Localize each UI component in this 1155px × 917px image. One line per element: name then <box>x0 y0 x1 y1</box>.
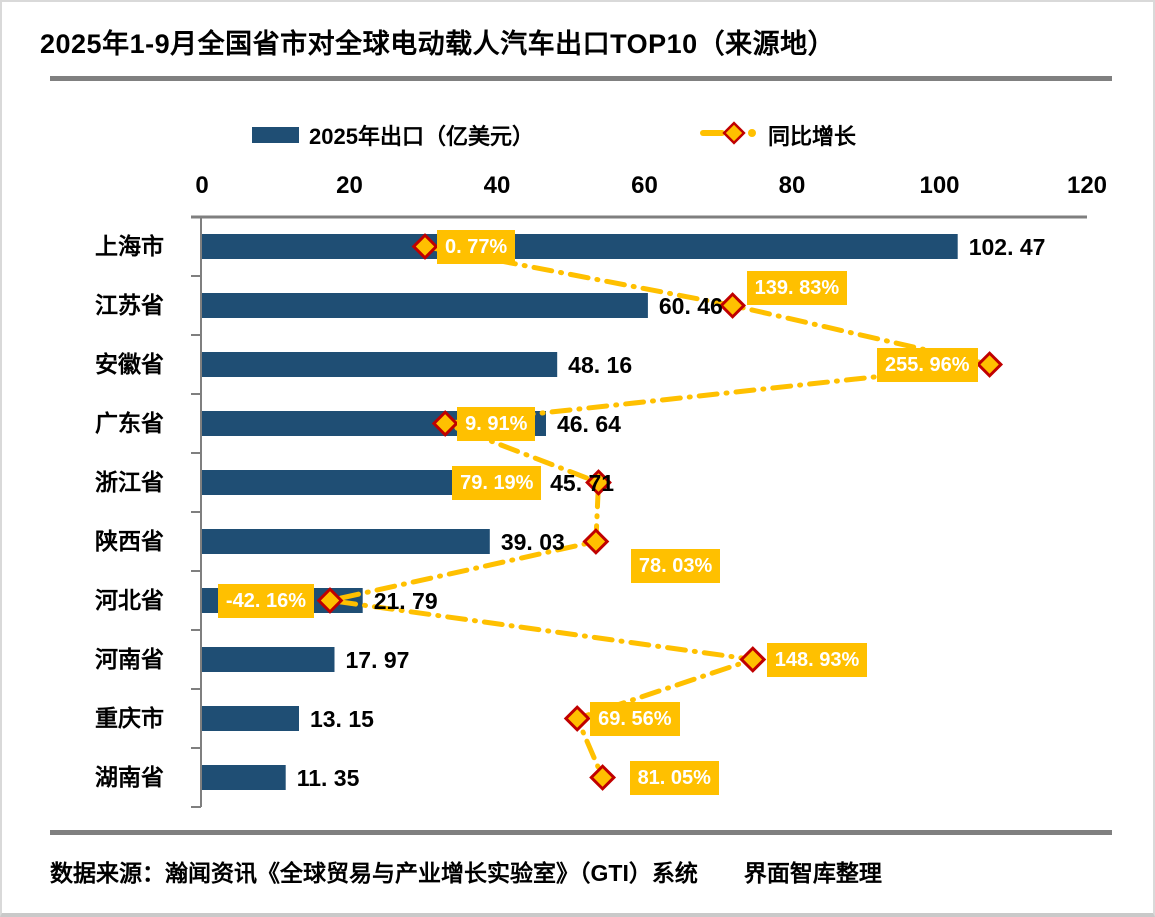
legend-item-growth: 同比增长 <box>700 120 856 150</box>
title-rule <box>50 76 1112 81</box>
bar-value-label: 46. 64 <box>556 410 621 437</box>
bar-value-label: 13. 15 <box>309 705 374 732</box>
category-label: 重庆市 <box>95 705 164 731</box>
bar-value-label: 39. 03 <box>500 528 565 555</box>
bar <box>202 765 286 790</box>
x-tick-label: 60 <box>631 172 658 199</box>
growth-label: -42. 16% <box>217 583 314 618</box>
bar-value-label: 17. 97 <box>345 646 410 673</box>
growth-marker-icon <box>589 764 617 791</box>
bar-legend-label: 2025年出口（亿美元） <box>309 124 534 149</box>
growth-label: 81. 05% <box>629 760 719 795</box>
bar <box>202 234 958 259</box>
growth-label: 139. 83% <box>746 270 848 305</box>
x-tick-label: 80 <box>778 172 806 199</box>
bar <box>202 647 335 672</box>
growth-label: 9. 91% <box>457 406 536 441</box>
x-tick-label: 0 <box>195 172 209 199</box>
growth-label: 0. 77% <box>436 229 516 264</box>
growth-label: 148. 93% <box>766 642 868 677</box>
growth-marker-icon <box>431 410 459 437</box>
category-label: 河北省 <box>95 587 164 613</box>
growth-marker-icon <box>582 528 610 555</box>
footer-rule <box>50 830 1112 835</box>
growth-marker-icon <box>719 292 747 319</box>
growth-marker-icon <box>739 646 767 673</box>
growth-marker-icon <box>976 351 1004 378</box>
category-label: 陕西省 <box>95 528 164 554</box>
x-tick-label: 100 <box>919 172 960 199</box>
bar <box>202 529 490 554</box>
line-legend-label: 同比增长 <box>768 124 857 149</box>
legend-item-export: 2025年出口（亿美元） <box>252 120 534 150</box>
bar-value-label: 48. 16 <box>568 351 633 378</box>
x-tick-label: 20 <box>336 172 363 199</box>
category-label: 江苏省 <box>95 292 164 318</box>
category-label: 广东省 <box>95 410 164 436</box>
bar-legend-swatch-icon <box>252 127 299 143</box>
growth-label: 69. 56% <box>590 701 680 736</box>
chart-title: 2025年1-9月全国省市对全球电动载人汽车出口TOP10（来源地） <box>40 29 836 59</box>
growth-marker-icon <box>316 587 344 614</box>
bar <box>202 706 299 731</box>
category-label: 安徽省 <box>95 351 164 377</box>
bar-value-label: 45. 71 <box>550 469 615 496</box>
series-line <box>329 244 991 780</box>
bar-value-label: 60. 46 <box>658 292 723 319</box>
growth-label: 79. 19% <box>452 465 542 500</box>
growth-marker-icon <box>411 233 439 260</box>
growth-marker-icon <box>563 705 591 732</box>
category-label: 湖南省 <box>95 764 164 790</box>
bar <box>202 293 648 318</box>
bar-value-label: 102. 47 <box>968 233 1046 260</box>
bar-value-label: 21. 79 <box>373 587 438 614</box>
bar <box>202 352 558 377</box>
x-tick-label: 120 <box>1066 172 1108 199</box>
category-label: 上海市 <box>95 233 164 259</box>
bar-value-label: 11. 35 <box>296 764 360 791</box>
category-label: 河南省 <box>95 646 164 672</box>
category-label: 浙江省 <box>95 469 164 495</box>
x-tick-label: 40 <box>483 172 511 199</box>
source-text: 数据来源：瀚闻资讯《全球贸易与产业增长实验室》（GTI）系统 界面智库整理 <box>50 860 882 886</box>
growth-label: 78. 03% <box>630 548 721 583</box>
growth-label: 255. 96% <box>877 347 978 382</box>
line-legend-marker-icon <box>700 120 758 151</box>
growth-marker-icon <box>585 469 612 496</box>
